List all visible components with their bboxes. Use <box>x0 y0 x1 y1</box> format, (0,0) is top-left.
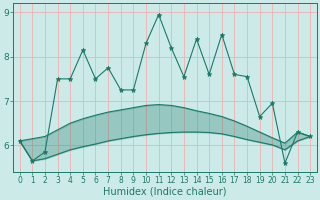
X-axis label: Humidex (Indice chaleur): Humidex (Indice chaleur) <box>103 187 227 197</box>
